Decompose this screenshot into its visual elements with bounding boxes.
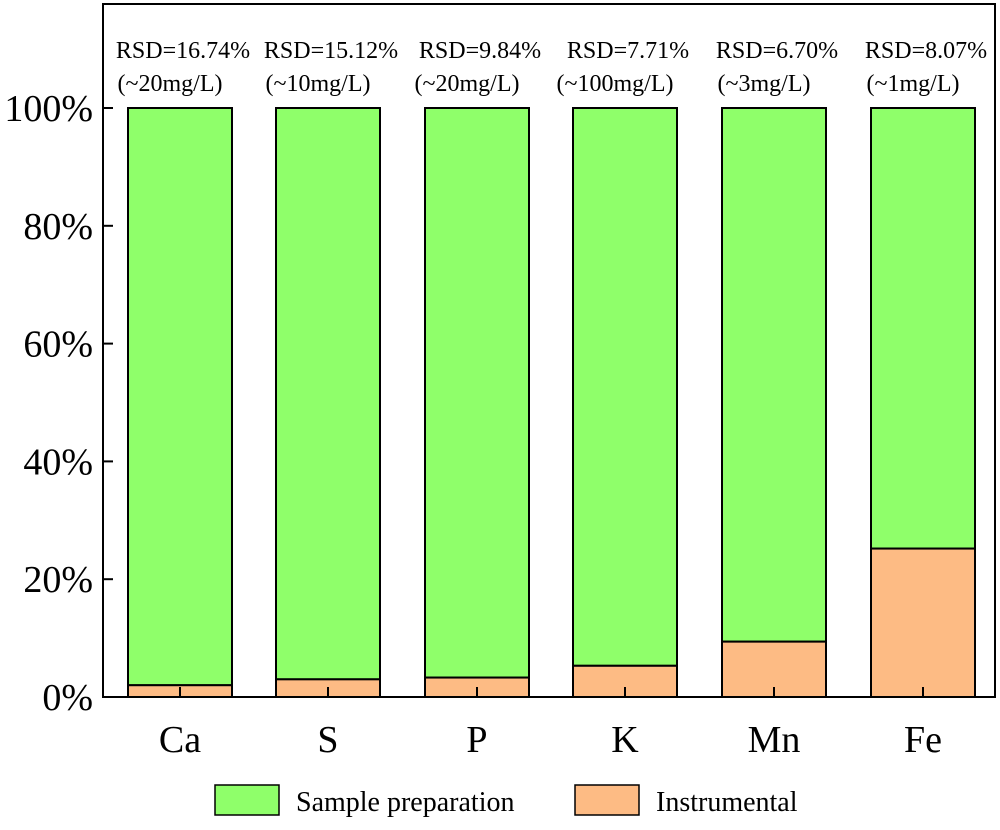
y-tick-label: 60%: [23, 324, 93, 366]
bar-sample-preparation-s: [275, 107, 381, 681]
x-tick-label: S: [317, 719, 338, 761]
legend-label-sample-preparation: Sample preparation: [296, 787, 514, 818]
bar-sample-preparation-p: [424, 107, 530, 679]
rsd-annotation: RSD=16.74%: [116, 38, 250, 64]
y-tick-label: 80%: [23, 206, 93, 248]
concentration-annotation: (~1mg/L): [867, 71, 960, 97]
legend-swatch-instrumental: [574, 784, 640, 816]
plot-frame: [102, 3, 996, 698]
x-tick-label: K: [611, 719, 639, 761]
rsd-annotation: RSD=15.12%: [264, 38, 398, 64]
x-tick-label: Mn: [748, 719, 801, 761]
rsd-annotation: RSD=7.71%: [567, 38, 689, 64]
y-tick-label: 100%: [4, 88, 93, 130]
bar-sample-preparation-mn: [721, 107, 827, 643]
concentration-annotation: (~20mg/L): [118, 71, 223, 97]
rsd-annotation: RSD=6.70%: [716, 38, 838, 64]
bar-instrumental-fe: [870, 547, 976, 699]
bar-sample-preparation-ca: [127, 107, 233, 687]
legend-label-instrumental: Instrumental: [656, 787, 798, 818]
legend-swatch-sample-preparation: [214, 784, 280, 816]
concentration-annotation: (~100mg/L): [557, 71, 674, 97]
concentration-annotation: (~3mg/L): [718, 71, 811, 97]
concentration-annotation: (~20mg/L): [415, 71, 520, 97]
x-tick-label: Ca: [159, 719, 201, 761]
bar-sample-preparation-fe: [870, 107, 976, 550]
concentration-annotation: (~10mg/L): [266, 71, 371, 97]
rsd-annotation: RSD=8.07%: [865, 38, 987, 64]
y-tick-label: 20%: [23, 559, 93, 601]
bar-sample-preparation-k: [572, 107, 678, 667]
x-tick-label: P: [466, 719, 487, 761]
y-tick-label: 0%: [42, 677, 93, 719]
x-tick-label: Fe: [904, 719, 942, 761]
rsd-annotation: RSD=9.84%: [419, 38, 541, 64]
y-tick-label: 40%: [23, 441, 93, 483]
